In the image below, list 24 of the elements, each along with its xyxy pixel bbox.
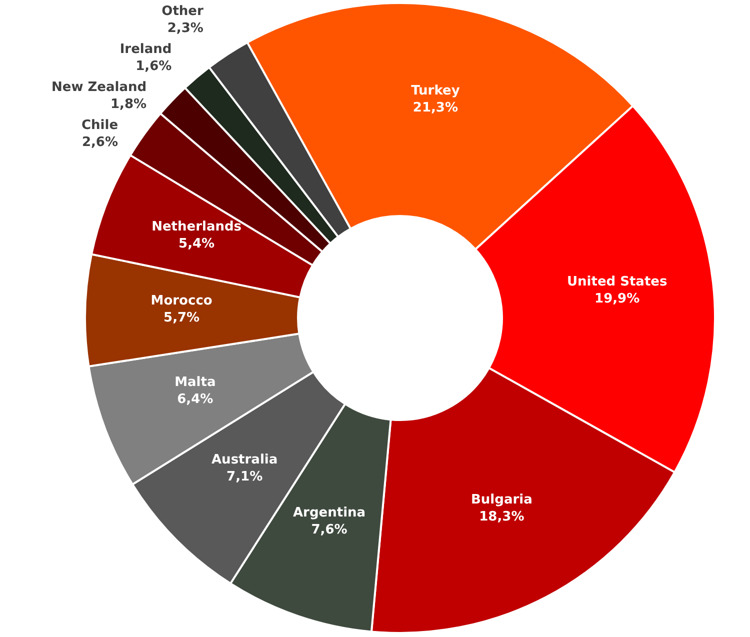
data-label: 7,1% <box>226 470 263 485</box>
slice-label: Australia <box>212 452 278 468</box>
slice-label: Other <box>162 4 204 20</box>
data-label: 1,8% <box>110 97 147 112</box>
slice-label: Netherlands <box>152 219 242 234</box>
data-label: 5,4% <box>178 236 215 252</box>
data-label: 18,3% <box>479 509 524 524</box>
slice-label: Chile <box>81 118 118 134</box>
slice-label: United States <box>566 274 668 290</box>
slice-label: Bulgaria <box>471 492 532 508</box>
slice-label: Morocco <box>150 294 212 309</box>
slice-label: New Zealand <box>52 80 147 96</box>
data-label: 1,6% <box>136 59 172 74</box>
data-label: 19,9% <box>594 291 640 306</box>
data-label: 5,7% <box>164 310 200 326</box>
data-label: 21,3% <box>412 100 458 116</box>
data-label: 6,4% <box>177 392 214 408</box>
slice-label: Argentina <box>293 506 366 521</box>
data-label: 7,6% <box>311 522 348 538</box>
data-label: 2,6% <box>82 135 118 150</box>
data-label: 2,3% <box>167 21 204 36</box>
slice-label: Turkey <box>411 83 460 98</box>
slice-label: Ireland <box>120 42 172 58</box>
slice-label: Malta <box>174 375 216 390</box>
